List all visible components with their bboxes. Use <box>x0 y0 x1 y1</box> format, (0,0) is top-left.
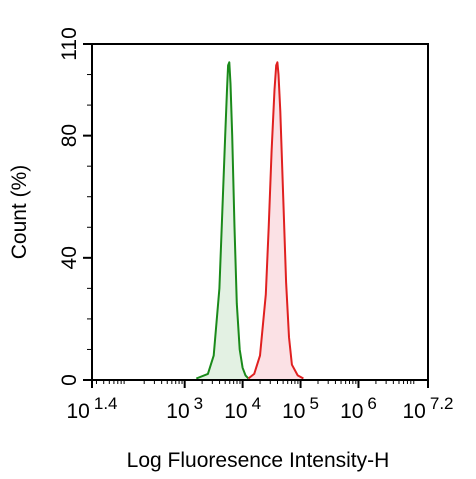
y-axis-title: Count (%) <box>8 165 31 260</box>
y-tick-label: 40 <box>58 246 81 269</box>
y-tick-label: 110 <box>58 27 81 60</box>
x-axis-title: Log Fluoresence Intensity-H <box>127 449 390 472</box>
x-axis: 10 1.4 10 3 10 4 10 5 10 6 10 7.2 <box>67 380 454 423</box>
x-tick-label: 10 1.4 <box>67 394 118 423</box>
series-2-area <box>248 62 304 381</box>
x-tick-label: 10 7.2 <box>403 394 454 423</box>
series-layer <box>195 61 304 381</box>
plot-frame <box>91 43 429 381</box>
x-tick-label: 10 4 <box>224 394 261 423</box>
x-tick-label: 10 5 <box>282 394 319 423</box>
y-tick-label: 0 <box>58 374 81 386</box>
x-tick-label: 10 3 <box>166 394 203 423</box>
y-tick-label: 80 <box>58 124 81 147</box>
series-2-line <box>247 61 304 380</box>
series-1-line <box>195 61 250 380</box>
x-tick-label: 10 6 <box>340 394 377 423</box>
y-axis: 0 40 80 110 <box>58 27 92 386</box>
